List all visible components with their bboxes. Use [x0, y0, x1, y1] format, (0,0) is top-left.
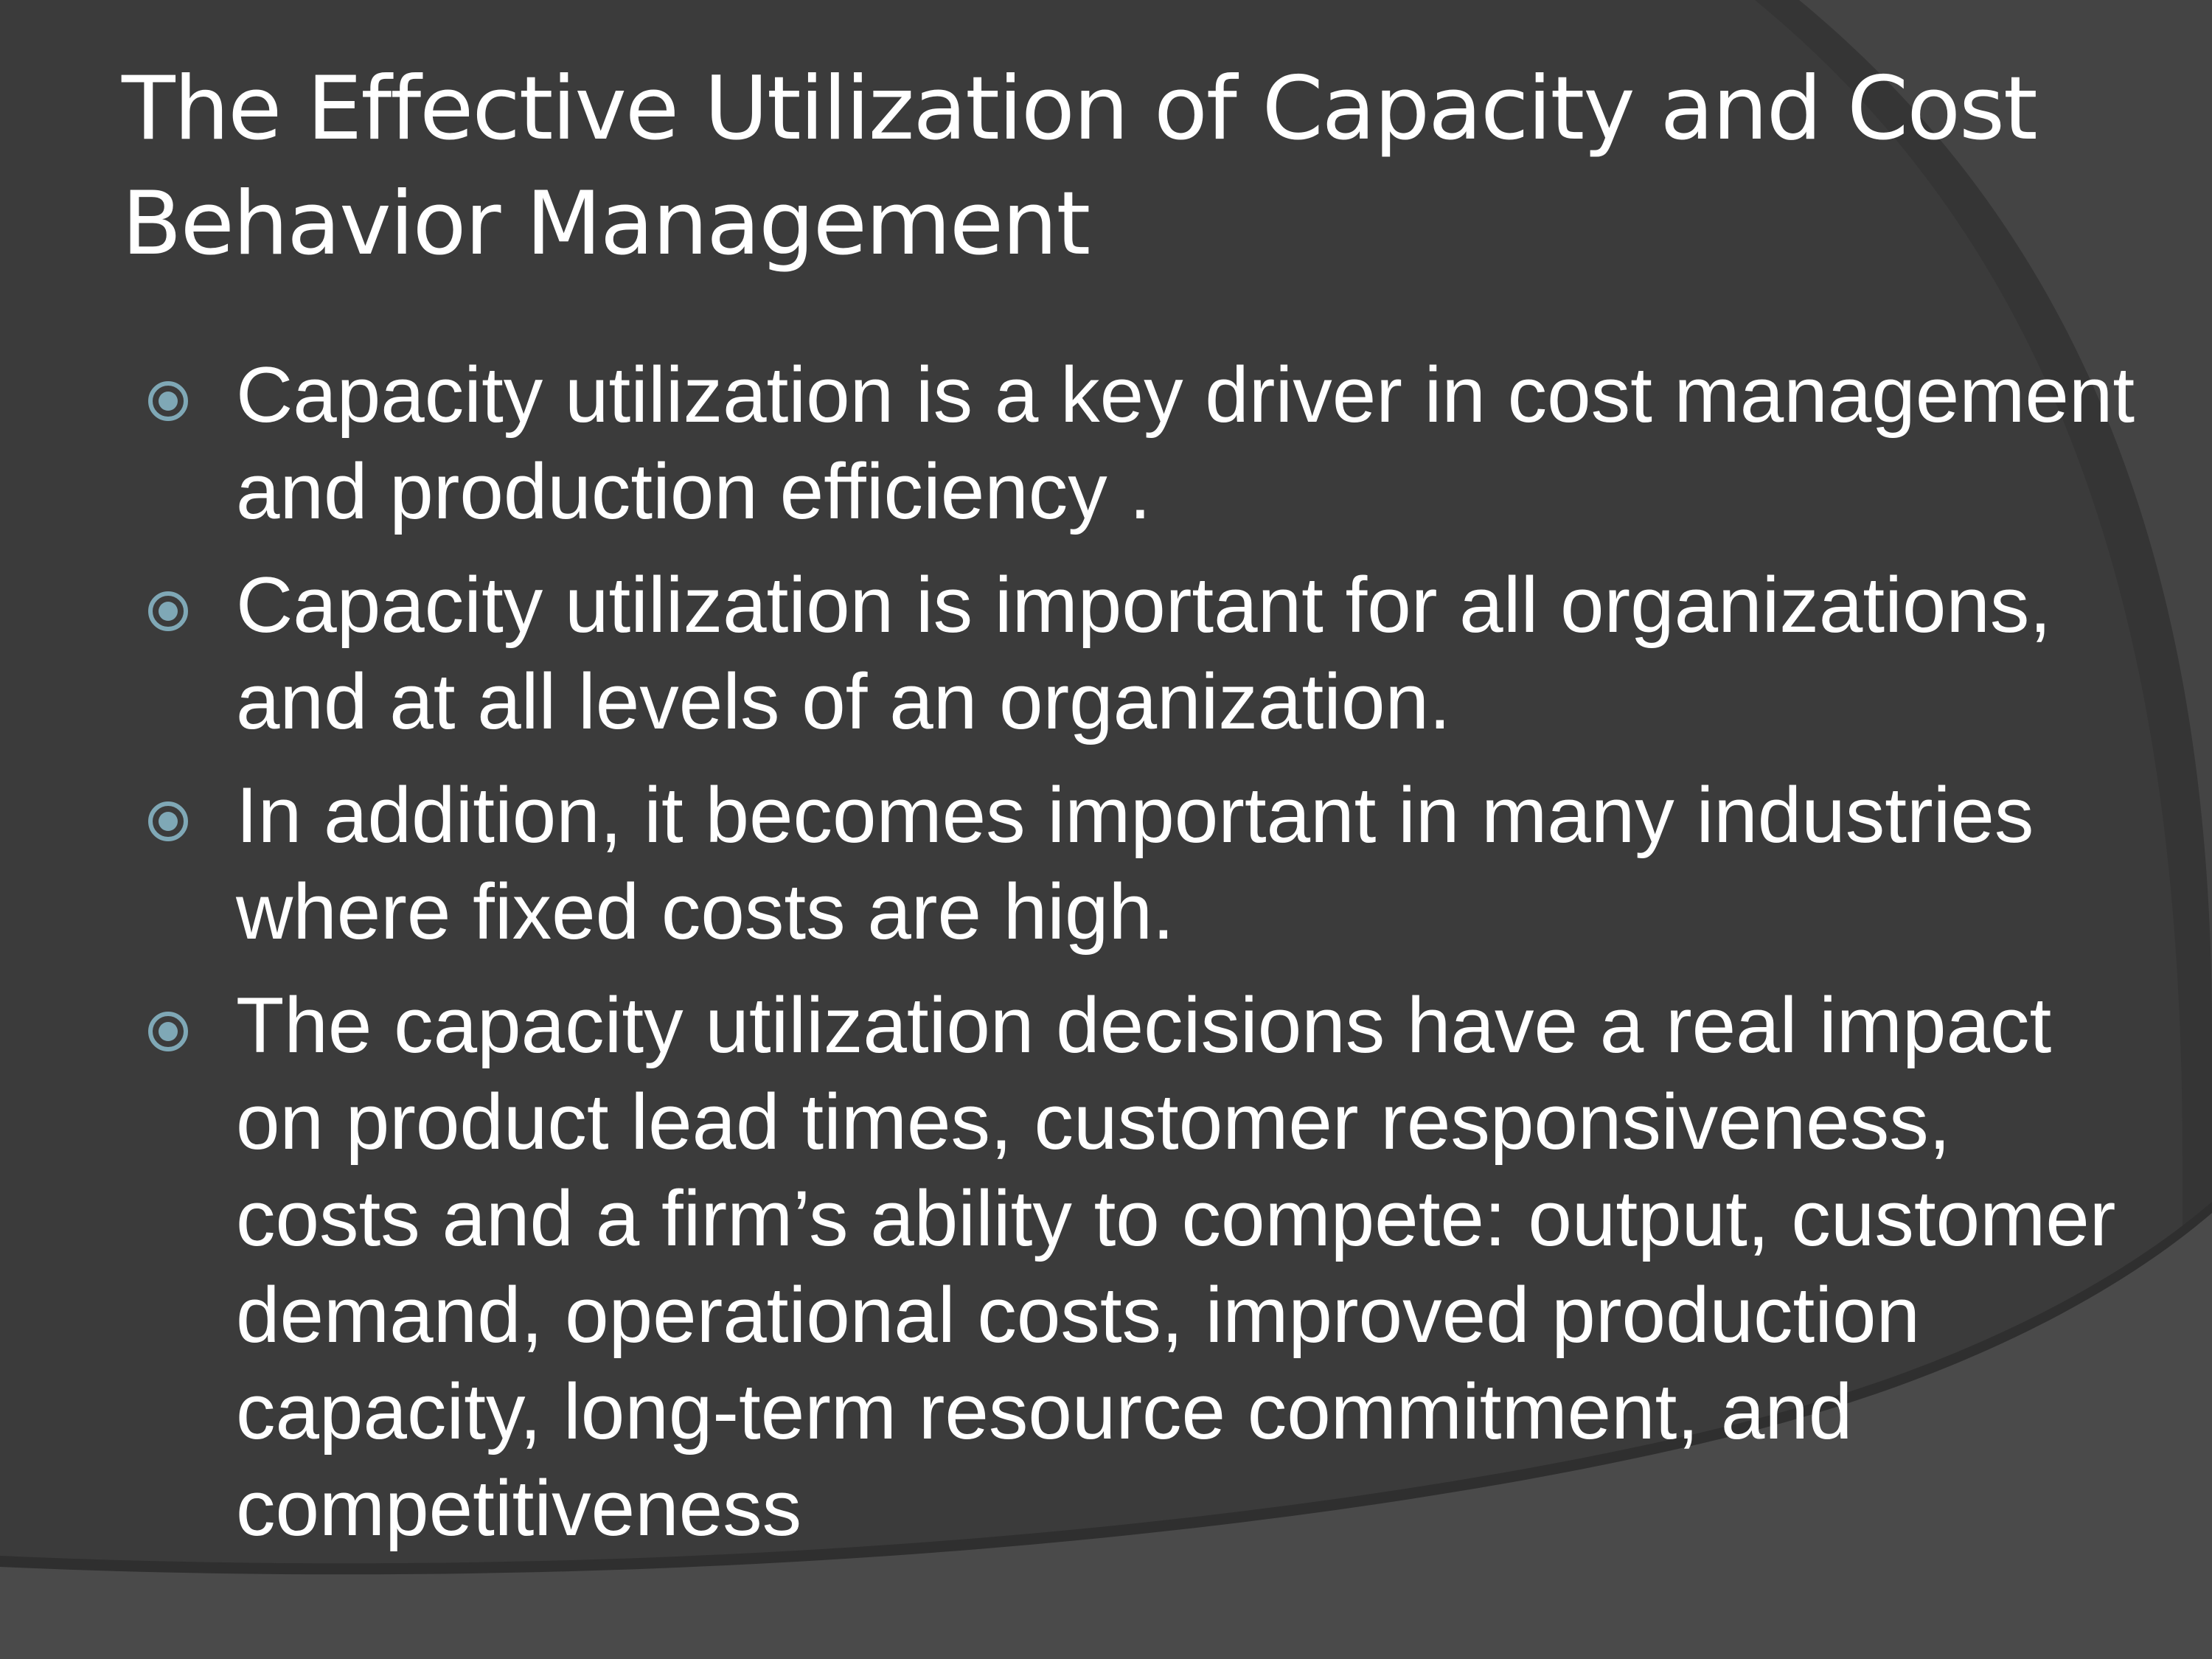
circled-dot-icon — [148, 381, 188, 421]
bullet-item: In addition, it becomes important in man… — [0, 767, 2138, 960]
background-wave-bottom — [0, 1209, 2212, 1659]
circled-dot-icon — [148, 801, 188, 841]
bullet-item: The capacity utilization decisions have … — [0, 977, 2138, 1557]
circled-dot-icon — [148, 591, 188, 631]
bullet-item: Capacity utilization is important for al… — [0, 557, 2138, 750]
bullet-text: In addition, it becomes important in man… — [236, 771, 2034, 956]
bullet-text: Capacity utilization is a key driver in … — [236, 350, 2135, 535]
bullet-text: Capacity utilization is important for al… — [236, 560, 2052, 745]
bullet-list: Capacity utilization is a key driver in … — [0, 347, 2138, 1573]
bullet-text: The capacity utilization decisions have … — [236, 981, 2116, 1552]
bullet-item: Capacity utilization is a key driver in … — [0, 347, 2138, 540]
background-arc-dark — [1755, 0, 2212, 1659]
slide-title: The Effective Utilization of Capacity an… — [122, 58, 2038, 275]
circled-dot-icon — [148, 1012, 188, 1051]
background-arc-light — [1799, 0, 2212, 1032]
